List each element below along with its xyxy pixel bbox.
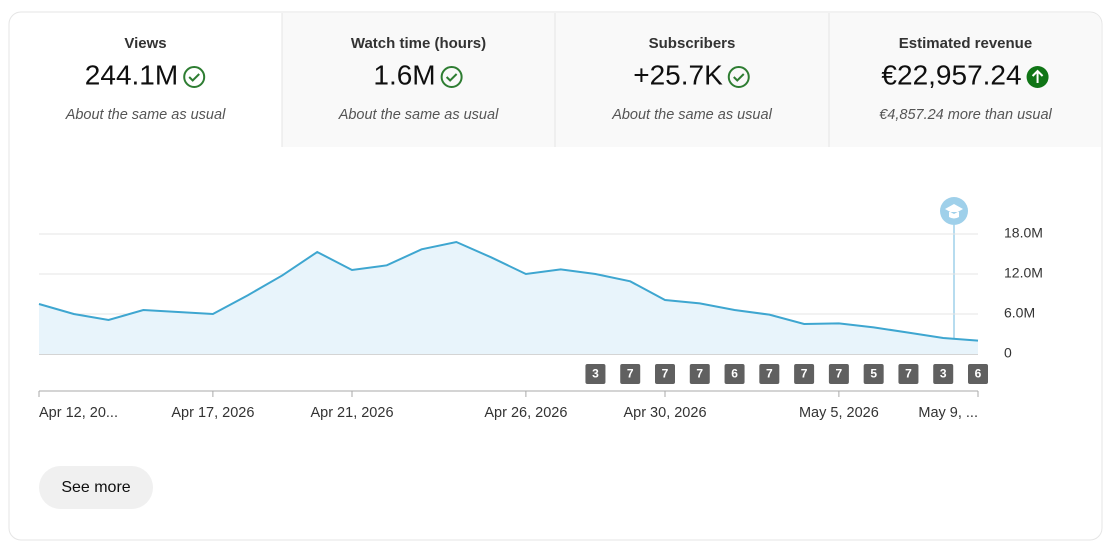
video-count-label: 3 [592,367,599,381]
card-title: Watch time (hours) [351,35,486,52]
card-title: Views [124,35,166,52]
x-tick-label: Apr 26, 2026 [484,405,567,421]
video-count-badge [933,364,954,384]
check-icon [727,66,750,88]
video-count-label: 7 [662,367,669,381]
video-count-badge [968,364,988,384]
x-tick-label: May 9, ... [918,405,978,421]
card-note: About the same as usual [338,107,499,123]
card-note: €4,857.24 more than usual [879,107,1052,123]
video-count-label: 5 [870,367,877,381]
video-count-label: 6 [731,367,738,381]
video-count-badge [794,364,815,384]
y-tick-label: 0 [1004,345,1012,361]
video-count-badge [585,364,606,384]
card-note: About the same as usual [611,107,772,123]
x-tick-label: Apr 21, 2026 [310,405,393,421]
check-icon-mark [733,73,745,82]
video-count-badge [898,364,919,384]
card-title: Subscribers [649,35,736,52]
x-tick-label: Apr 12, 20... [39,405,118,421]
check-icon [440,66,463,88]
video-count-badge [689,364,710,384]
card-value: 244.1M [85,59,178,90]
video-count-label: 3 [940,367,947,381]
video-count-label: 6 [975,367,982,381]
x-tick-label: Apr 17, 2026 [171,405,254,421]
y-tick-label: 12.0M [1004,265,1043,281]
video-count-label: 7 [696,367,703,381]
video-count-label: 7 [766,367,773,381]
area-fill [39,242,978,354]
up-icon-arrow [1031,69,1044,83]
card-background [282,13,1101,147]
card-value: €22,957.24 [881,59,1021,90]
check-icon [183,66,206,88]
video-count-badge [863,364,884,384]
x-tick-label: Apr 30, 2026 [623,405,706,421]
video-count-badge [724,364,745,384]
card-value: 1.6M [373,59,435,90]
card-note: About the same as usual [65,107,226,123]
video-count-badge [620,364,641,384]
video-count-badge [828,364,849,384]
card-value: +25.7K [633,59,723,90]
x-tick-label: May 5, 2026 [799,405,879,421]
video-count-label: 7 [801,367,808,381]
y-tick-label: 6.0M [1004,305,1035,321]
check-icon-mark [445,73,458,82]
area-line [38,240,979,342]
card-title: Estimated revenue [899,35,1032,52]
video-count-label: 7 [836,367,843,381]
see-more-button[interactable] [39,466,153,509]
marker-icon-glyph [945,204,963,219]
video-count-label: 7 [627,367,634,381]
see-more-label: See more [61,479,130,496]
video-count-label: 7 [905,367,912,381]
y-tick-label: 18.0M [1004,225,1043,241]
check-icon-mark [188,73,200,82]
video-count-badge [655,364,675,384]
video-count-badge [759,364,780,384]
